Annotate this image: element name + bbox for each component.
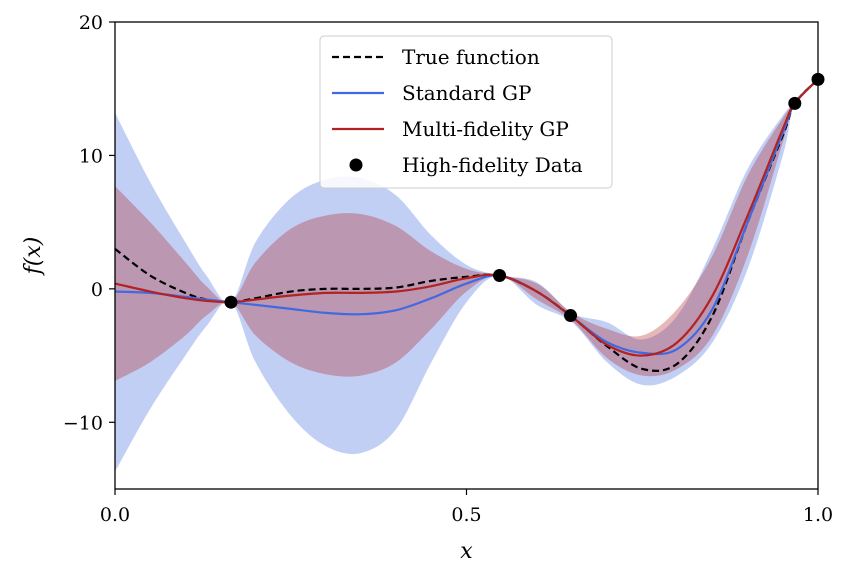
legend-marker: [349, 158, 363, 172]
data-point: [564, 309, 578, 323]
legend-label: High-fidelity Data: [402, 153, 583, 177]
y-tick-label: 10: [79, 145, 103, 167]
axis-ticks: 0.0 0.5 1.0 −10 0 10 20: [63, 12, 833, 526]
legend: True function Standard GP Multi-fidelity G…: [319, 35, 613, 189]
legend-box: [319, 35, 613, 189]
x-tick-label: 0.0: [100, 504, 130, 526]
legend-entry-true-function: True function: [332, 45, 540, 69]
legend-label: Multi-fidelity GP: [402, 117, 569, 141]
legend-entry-standard-gp: Standard GP: [332, 81, 531, 105]
y-tick-label: 20: [79, 12, 103, 34]
standard-gp-confidence-band: [115, 79, 818, 472]
data-point: [493, 269, 507, 283]
x-tick-label: 1.0: [803, 504, 833, 526]
x-axis-label: x: [460, 539, 473, 564]
y-tick-label: −10: [63, 412, 103, 434]
y-tick-label: 0: [91, 279, 103, 301]
multi-fidelity-gp-confidence-band: [115, 79, 818, 381]
y-axis-label: f(x): [21, 237, 46, 277]
legend-label: Standard GP: [402, 81, 531, 105]
data-points: [224, 72, 825, 323]
x-tick-label: 0.5: [451, 504, 481, 526]
data-point: [224, 295, 238, 309]
data-point: [788, 96, 802, 110]
legend-entry-high-fidelity-data: High-fidelity Data: [349, 153, 583, 177]
confidence-bands: [115, 79, 818, 472]
legend-entry-multi-fidelity-gp: Multi-fidelity GP: [332, 117, 569, 141]
legend-label: True function: [402, 45, 540, 69]
